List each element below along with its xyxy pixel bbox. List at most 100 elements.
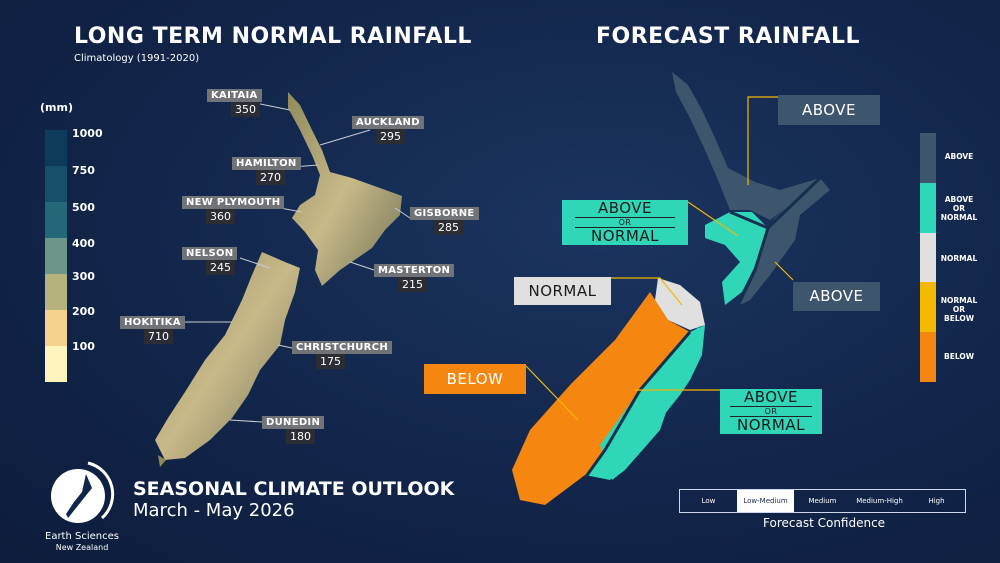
city-label: GISBORNE 285 <box>410 207 479 235</box>
city-name: HAMILTON <box>232 157 301 170</box>
scale-band <box>45 310 67 346</box>
confidence-level: Low-Medium <box>737 490 794 512</box>
forecast-map <box>512 72 830 505</box>
scale-tick-label: 300 <box>72 270 95 283</box>
region-bottom: NORMAL <box>736 416 805 434</box>
confidence-level: Medium-High <box>856 497 903 505</box>
legend-band <box>920 133 936 183</box>
city-name: GISBORNE <box>410 207 479 220</box>
city-name: AUCKLAND <box>352 116 424 129</box>
scale-tick-label: 400 <box>72 237 95 250</box>
region-normal <box>655 278 705 330</box>
left-map-north-island <box>288 92 402 286</box>
region-east-above-2 <box>738 215 800 306</box>
scale-band <box>45 274 67 310</box>
city-label: KAITAIA 350 <box>207 89 262 117</box>
scale-tick-label: 100 <box>72 340 95 353</box>
region-north-above <box>672 72 820 220</box>
scale-band <box>45 238 67 274</box>
legend-label: BELOW <box>944 352 974 361</box>
city-label: HOKITIKA 710 <box>120 316 185 344</box>
left-subtitle: Climatology (1991-2020) <box>74 53 200 64</box>
city-name: KAITAIA <box>207 89 262 102</box>
city-label: NEW PLYMOUTH 360 <box>182 196 285 224</box>
forecast-region-label: ABOVE OR NORMAL <box>562 200 688 245</box>
city-rainfall: 245 <box>206 260 235 275</box>
confidence-level: Low <box>701 497 716 505</box>
city-name: MASTERTON <box>374 264 455 277</box>
forecast-legend <box>920 133 936 382</box>
forecast-region-label: ABOVE <box>793 282 880 311</box>
city-rainfall: 350 <box>231 102 260 117</box>
city-label: CHRISTCHURCH 175 <box>292 341 392 369</box>
scale-tick-label: 1000 <box>72 127 103 140</box>
region-top: ABOVE <box>801 100 857 119</box>
city-label: HAMILTON 270 <box>232 157 301 185</box>
city-name: CHRISTCHURCH <box>292 341 392 354</box>
city-label: NELSON 245 <box>182 247 238 275</box>
city-rainfall: 295 <box>376 129 405 144</box>
forecast-region-label: ABOVE <box>778 95 880 125</box>
city-name: HOKITIKA <box>120 316 185 329</box>
city-rainfall: 285 <box>434 220 463 235</box>
confidence-level: High <box>928 497 945 505</box>
city-name: NEW PLYMOUTH <box>182 196 285 209</box>
scale-tick-label: 750 <box>72 164 95 177</box>
logo-subtext: New Zealand <box>55 543 109 552</box>
scale-band <box>45 166 67 202</box>
right-title: FORECAST RAINFALL <box>596 24 861 49</box>
confidence-label: Forecast Confidence <box>763 516 886 530</box>
region-bottom: NORMAL <box>590 227 659 245</box>
footer-period: March - May 2026 <box>133 500 295 521</box>
city-rainfall: 710 <box>144 329 173 344</box>
logo-text: Earth Sciences <box>45 531 119 542</box>
region-west-above-or-normal <box>705 212 768 305</box>
legend-label: NORMAL <box>940 254 978 263</box>
city-rainfall: 175 <box>316 354 345 369</box>
legend-label: NORMAL OR BELOW <box>940 296 978 323</box>
footer-title: SEASONAL CLIMATE OUTLOOK <box>133 478 455 500</box>
city-label: AUCKLAND 295 <box>352 116 424 144</box>
left-leader-lines <box>180 99 411 423</box>
legend-label: ABOVE <box>944 152 974 161</box>
city-name: NELSON <box>182 247 238 260</box>
city-rainfall: 270 <box>256 170 285 185</box>
city-label: MASTERTON 215 <box>374 264 455 292</box>
region-or: OR <box>574 217 676 228</box>
forecast-region-label: ABOVE OR NORMAL <box>720 389 822 434</box>
scale-band <box>45 130 67 166</box>
rainfall-color-scale <box>45 130 67 382</box>
city-name: DUNEDIN <box>262 416 325 429</box>
scale-band <box>45 346 67 382</box>
region-top: BELOW <box>446 369 504 388</box>
region-or: OR <box>730 406 812 417</box>
city-rainfall: 360 <box>206 209 235 224</box>
scale-unit: (mm) <box>40 101 73 114</box>
scale-band <box>45 202 67 238</box>
city-label: DUNEDIN 180 <box>262 416 325 444</box>
region-below <box>512 292 690 505</box>
legend-band <box>920 232 936 283</box>
city-rainfall: 180 <box>286 429 315 444</box>
legend-band <box>920 182 936 233</box>
region-top: ABOVE <box>743 388 799 406</box>
logo <box>46 460 116 530</box>
region-top: ABOVE <box>809 287 864 305</box>
scale-tick-label: 200 <box>72 305 95 318</box>
region-top: NORMAL <box>528 281 597 300</box>
confidence-level: Medium <box>808 497 837 505</box>
scale-tick-label: 500 <box>72 201 95 214</box>
legend-band <box>920 332 936 382</box>
forecast-region-label: NORMAL <box>514 277 611 305</box>
left-map-south-island <box>155 252 300 467</box>
legend-band <box>920 282 936 333</box>
city-rainfall: 215 <box>398 277 427 292</box>
region-east-above <box>768 178 830 232</box>
legend-label: ABOVE OR NORMAL <box>940 195 978 222</box>
confidence-scale: Low Low-Medium Medium Medium-High High <box>679 489 966 513</box>
region-top: ABOVE <box>597 199 653 217</box>
left-title: LONG TERM NORMAL RAINFALL <box>74 24 472 49</box>
forecast-region-label: BELOW <box>424 364 526 394</box>
nz-globe-icon <box>51 461 115 523</box>
